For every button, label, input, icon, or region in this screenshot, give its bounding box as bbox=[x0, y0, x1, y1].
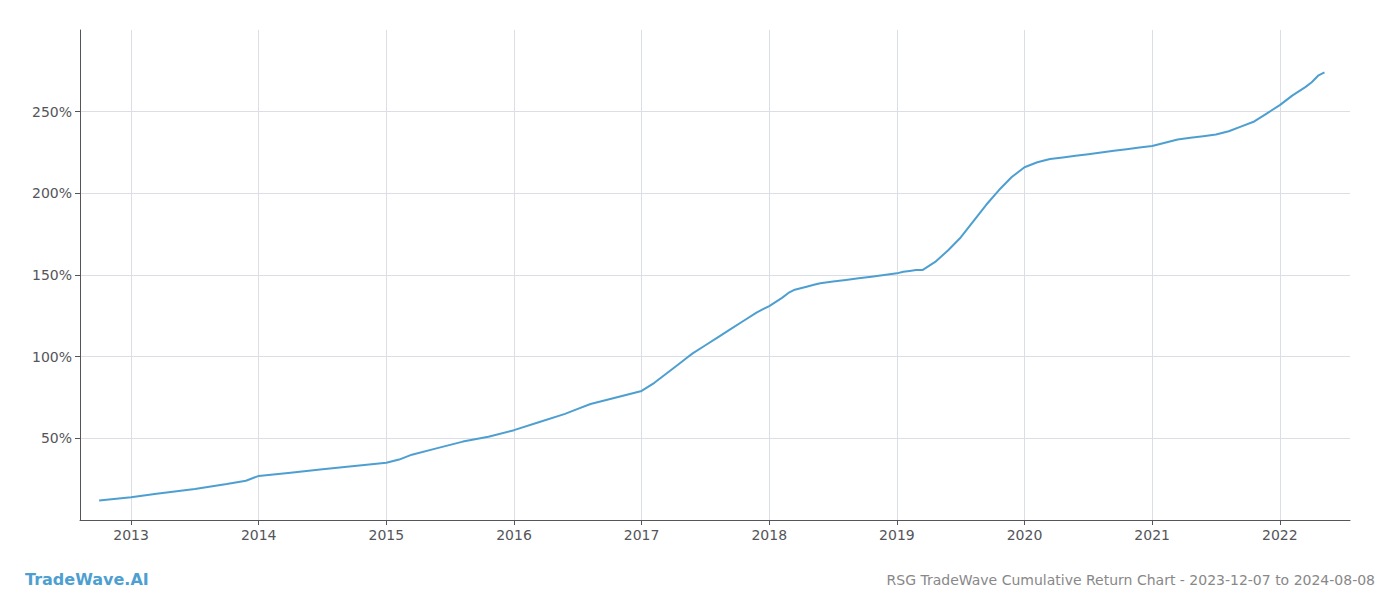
svg-text:2021: 2021 bbox=[1134, 527, 1170, 543]
svg-text:2020: 2020 bbox=[1007, 527, 1043, 543]
svg-text:RSG TradeWave Cumulative Retur: RSG TradeWave Cumulative Return Chart - … bbox=[887, 572, 1375, 588]
svg-text:2016: 2016 bbox=[496, 527, 532, 543]
svg-text:200%: 200% bbox=[32, 185, 72, 201]
svg-text:2017: 2017 bbox=[624, 527, 660, 543]
svg-text:2014: 2014 bbox=[241, 527, 277, 543]
svg-text:2018: 2018 bbox=[751, 527, 787, 543]
svg-text:150%: 150% bbox=[32, 267, 72, 283]
svg-text:2022: 2022 bbox=[1262, 527, 1298, 543]
svg-text:2019: 2019 bbox=[879, 527, 915, 543]
svg-text:2013: 2013 bbox=[113, 527, 149, 543]
svg-text:250%: 250% bbox=[32, 104, 72, 120]
svg-text:2015: 2015 bbox=[369, 527, 405, 543]
svg-text:50%: 50% bbox=[41, 430, 72, 446]
svg-text:100%: 100% bbox=[32, 349, 72, 365]
svg-text:TradeWave.AI: TradeWave.AI bbox=[25, 570, 149, 589]
